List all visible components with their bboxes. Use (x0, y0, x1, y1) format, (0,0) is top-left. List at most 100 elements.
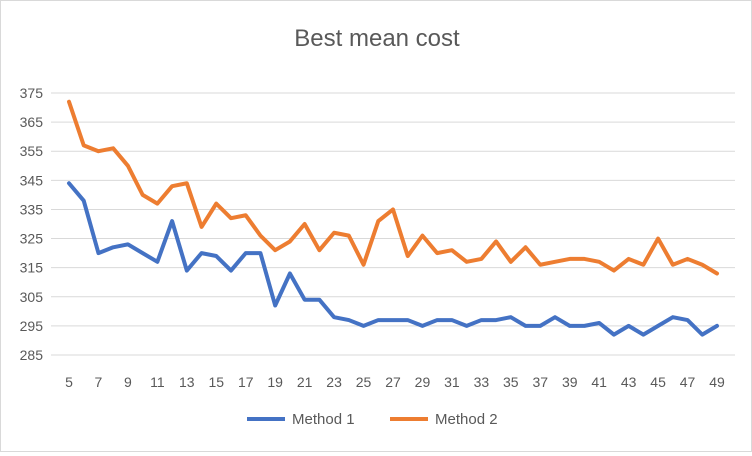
data-point (509, 260, 513, 264)
data-point (641, 263, 645, 267)
y-tick-label: 285 (20, 347, 44, 363)
series-points-method-2 (67, 100, 719, 276)
x-tick-label: 47 (680, 374, 696, 390)
data-point (671, 315, 675, 319)
data-point (568, 324, 572, 328)
data-point (391, 207, 395, 211)
data-point (288, 239, 292, 243)
data-point (686, 318, 690, 322)
x-tick-label: 49 (709, 374, 725, 390)
data-point (524, 324, 528, 328)
y-tick-label: 365 (20, 114, 44, 130)
data-point (406, 318, 410, 322)
data-point (509, 315, 513, 319)
data-point (141, 251, 145, 255)
data-point (450, 248, 454, 252)
y-tick-label: 345 (20, 172, 44, 188)
x-tick-label: 7 (95, 374, 103, 390)
data-point (273, 248, 277, 252)
data-point (303, 222, 307, 226)
data-point (273, 304, 277, 308)
x-tick-label: 19 (267, 374, 283, 390)
data-point (200, 225, 204, 229)
data-point (686, 257, 690, 261)
y-tick-label: 325 (20, 231, 44, 247)
data-point (332, 315, 336, 319)
grid-lines (51, 92, 735, 356)
data-point (67, 100, 71, 104)
data-point (126, 242, 130, 246)
data-point (155, 202, 159, 206)
chart-title: Best mean cost (294, 25, 460, 52)
data-point (200, 251, 204, 255)
x-tick-label: 21 (297, 374, 313, 390)
data-point (627, 257, 631, 261)
series-line-method-2 (67, 99, 719, 276)
data-point (715, 324, 719, 328)
legend-label-method-2: Method 2 (435, 411, 498, 428)
data-point (229, 216, 233, 220)
data-point (671, 263, 675, 267)
data-point (82, 143, 86, 147)
data-point (362, 263, 366, 267)
data-point (141, 193, 145, 197)
data-point (317, 248, 321, 252)
data-point (568, 257, 572, 261)
data-point (111, 146, 115, 150)
x-tick-label: 13 (179, 374, 195, 390)
data-point (126, 164, 130, 168)
data-point (641, 333, 645, 337)
x-tick-label: 35 (503, 374, 519, 390)
y-tick-label: 335 (20, 201, 44, 217)
y-tick-label: 355 (20, 143, 44, 159)
data-point (494, 239, 498, 243)
data-point (376, 318, 380, 322)
data-point (111, 245, 115, 249)
data-point (362, 324, 366, 328)
legend-label-method-1: Method 1 (292, 411, 355, 428)
series-points-method-1 (67, 181, 719, 336)
data-point (67, 181, 71, 185)
data-point (229, 269, 233, 273)
x-axis-tick-labels: 5 7 9 11 13 15 17 19 21 23 25 27 29 31 33 35 37 39 41 43 45 4… (65, 374, 725, 390)
data-point (582, 257, 586, 261)
data-point (465, 324, 469, 328)
data-point (479, 257, 483, 261)
data-point (715, 271, 719, 275)
x-tick-label: 15 (208, 374, 224, 390)
data-point (347, 318, 351, 322)
y-tick-label: 305 (20, 289, 44, 305)
x-tick-label: 29 (415, 374, 431, 390)
data-point (612, 333, 616, 337)
x-tick-label: 45 (650, 374, 666, 390)
x-tick-label: 41 (591, 374, 607, 390)
data-point (597, 321, 601, 325)
y-tick-label: 375 (20, 85, 44, 101)
y-axis-tick-labels: 285 295 305 315 325 335 345 355 365 375 (20, 85, 44, 363)
data-point (376, 219, 380, 223)
data-point (406, 254, 410, 258)
data-point (597, 260, 601, 264)
data-point (96, 251, 100, 255)
legend: Method 1 Method 2 (247, 411, 498, 428)
data-point (185, 181, 189, 185)
x-tick-label: 11 (150, 374, 165, 390)
data-point (553, 315, 557, 319)
x-tick-label: 31 (444, 374, 460, 390)
x-tick-label: 9 (124, 374, 132, 390)
data-point (538, 324, 542, 328)
data-point (303, 298, 307, 302)
data-point (258, 251, 262, 255)
data-point (185, 269, 189, 273)
data-point (553, 260, 557, 264)
data-point (435, 318, 439, 322)
x-tick-label: 43 (621, 374, 637, 390)
data-point (214, 254, 218, 258)
data-point (317, 298, 321, 302)
data-point (420, 324, 424, 328)
data-point (214, 202, 218, 206)
data-point (479, 318, 483, 322)
data-point (420, 234, 424, 238)
